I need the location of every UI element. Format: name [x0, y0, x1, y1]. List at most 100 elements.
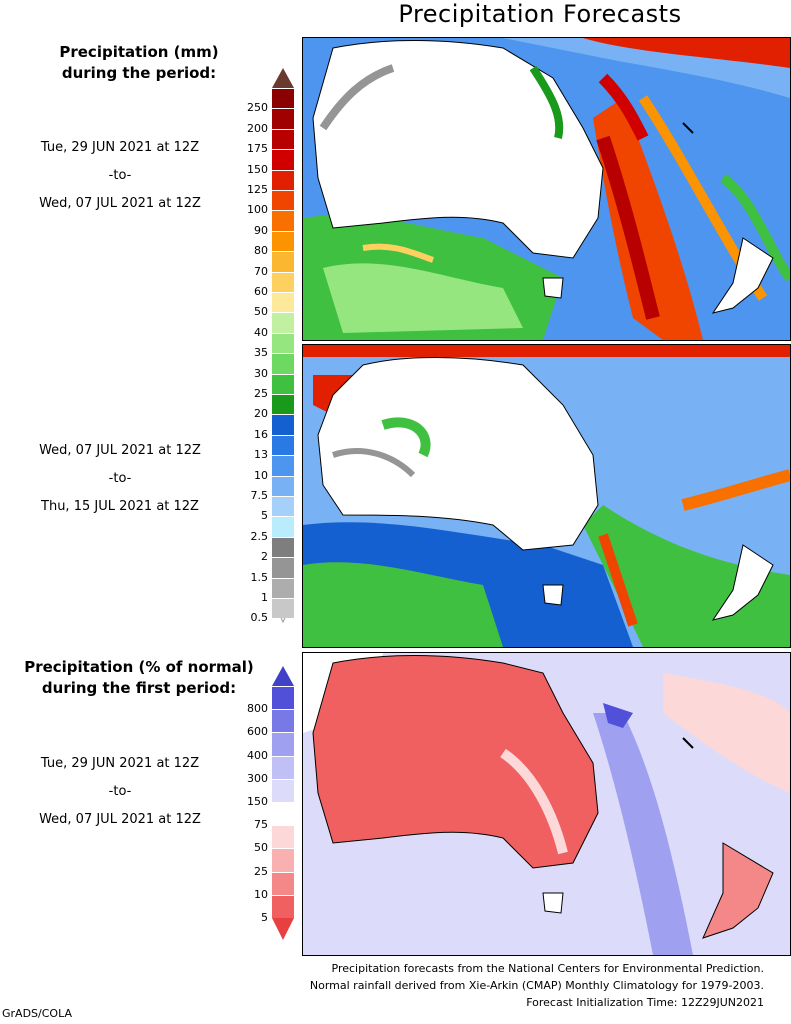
colorbar-tick-label: 35 [254, 346, 268, 360]
colorbar-segment [272, 455, 294, 476]
colorbar-segment [272, 373, 294, 394]
colorbar-segment [272, 414, 294, 435]
period-3-start: Tue, 29 JUN 2021 at 12Z [40, 756, 200, 771]
colorbar-segment [272, 496, 294, 517]
colorbar-segment [272, 169, 294, 190]
colorbar-segment [272, 871, 294, 895]
period-1-start: Tue, 29 JUN 2021 at 12Z [40, 140, 200, 155]
legend-mm-colorbar [272, 68, 294, 624]
colorbar-tick-label: 2 [261, 550, 268, 564]
legend-pct-heading-line1: Precipitation (% of normal) [24, 658, 254, 676]
footer-line3: Forecast Initialization Time: 12Z29JUN20… [526, 996, 764, 1009]
footer-line2: Normal rainfall derived from Xie-Arkin (… [309, 979, 764, 992]
colorbar-tick-label: 20 [254, 407, 268, 421]
credit-label: GrADS/COLA [2, 1007, 72, 1020]
colorbar-segment [272, 210, 294, 231]
legend-mm-heading-line2: during the period: [61, 64, 217, 82]
colorbar-top-arrow [272, 666, 294, 686]
colorbar-tick-label: 25 [254, 387, 268, 400]
colorbar-tick-label: 75 [254, 818, 268, 832]
colorbar-tick-label: 13 [254, 448, 268, 462]
colorbar-tick-label: 150 [247, 162, 268, 176]
colorbar-tick-label: 50 [254, 305, 268, 319]
colorbar-segment [272, 516, 294, 537]
colorbar-bottom-arrow [272, 918, 294, 940]
period-2-start: Wed, 07 JUL 2021 at 12Z [39, 443, 201, 458]
colorbar-segment [272, 557, 294, 578]
colorbar-tick-label: 200 [247, 121, 268, 135]
colorbar-segment [272, 149, 294, 170]
page-title: Precipitation Forecasts [398, 0, 682, 28]
colorbar-segment [272, 802, 294, 826]
colorbar-tick-label: 10 [254, 887, 268, 901]
colorbar-segment [272, 709, 294, 733]
legend-mm-heading: Precipitation (mm) during the period: [0, 42, 278, 84]
colorbar-tick-label: 80 [254, 244, 268, 258]
colorbar-segment [272, 577, 294, 598]
colorbar-tick-label: 60 [254, 285, 268, 298]
colorbar-segment [272, 598, 294, 619]
colorbar-segment [272, 251, 294, 272]
colorbar-tick-label: 0.5 [250, 611, 269, 625]
colorbar-segment [272, 230, 294, 252]
colorbar-tick-label: 1.5 [250, 570, 269, 584]
colorbar-tick-label: 5 [261, 911, 268, 924]
colorbar-tick-label: 125 [247, 183, 268, 196]
period-2-sep: -to- [108, 471, 132, 486]
colorbar-segment [272, 353, 294, 374]
colorbar-tick-label: 400 [247, 748, 268, 762]
colorbar-tick-label: 10 [254, 468, 268, 482]
map-percent-normal [302, 652, 791, 956]
colorbar-tick-label: 300 [247, 771, 268, 785]
map-forecast-week1 [302, 37, 791, 341]
colorbar-segment [272, 88, 294, 109]
colorbar-segment [272, 755, 294, 779]
colorbar-tick-label: 800 [247, 702, 268, 716]
colorbar-segment [272, 536, 294, 558]
colorbar-tick-label: 2.5 [250, 529, 269, 543]
period-3-end: Wed, 07 JUL 2021 at 12Z [39, 812, 201, 827]
footer: Precipitation forecasts from the Nationa… [204, 960, 764, 1011]
colorbar-segment [272, 332, 294, 354]
colorbar-segment [272, 312, 294, 333]
period-2-end: Thu, 15 JUL 2021 at 12Z [41, 499, 199, 514]
colorbar-tick-label: 150 [247, 795, 268, 808]
period-3-sep: -to- [108, 784, 132, 799]
legend-pct-heading: Precipitation (% of normal) during the f… [0, 657, 278, 699]
map-forecast-week2 [302, 344, 791, 648]
colorbar-segment [272, 292, 294, 313]
colorbar-segment [272, 475, 294, 496]
colorbar-tick-label: 50 [254, 841, 268, 855]
colorbar-segment [272, 848, 294, 872]
colorbar-tick-label: 70 [254, 264, 268, 278]
colorbar-segment [272, 434, 294, 456]
colorbar-segment [272, 825, 294, 849]
colorbar-tick-label: 40 [254, 325, 268, 339]
colorbar-tick-label: 175 [247, 142, 268, 156]
colorbar-tick-label: 25 [254, 864, 268, 878]
colorbar-tick-label: 1 [261, 591, 268, 604]
footer-line1: Precipitation forecasts from the Nationa… [331, 962, 765, 975]
legend-pct-heading-line2: during the first period: [41, 679, 237, 697]
colorbar-tick-label: 16 [254, 427, 268, 441]
period-1-end: Wed, 07 JUL 2021 at 12Z [39, 196, 201, 211]
colorbar-tick-label: 250 [247, 101, 268, 115]
legend-pct-colorbar [272, 666, 294, 942]
colorbar-tick-label: 7.5 [250, 489, 269, 502]
colorbar-segment [272, 778, 294, 802]
colorbar-segment [272, 732, 294, 756]
colorbar-segment [272, 271, 294, 292]
colorbar-tick-label: 5 [261, 509, 268, 523]
colorbar-top-arrow [272, 68, 294, 88]
period-1-sep: -to- [108, 168, 132, 183]
colorbar-segment [272, 686, 294, 710]
colorbar-tick-label: 90 [254, 223, 268, 237]
colorbar-segment [272, 190, 294, 211]
colorbar-tick-label: 600 [247, 725, 268, 739]
colorbar-segment [272, 894, 294, 918]
legend-mm-heading-line1: Precipitation (mm) [59, 43, 219, 61]
colorbar-segment [272, 108, 294, 129]
colorbar-tick-label: 30 [254, 366, 268, 380]
colorbar-segment [272, 394, 294, 415]
colorbar-tick-label: 100 [247, 203, 268, 217]
